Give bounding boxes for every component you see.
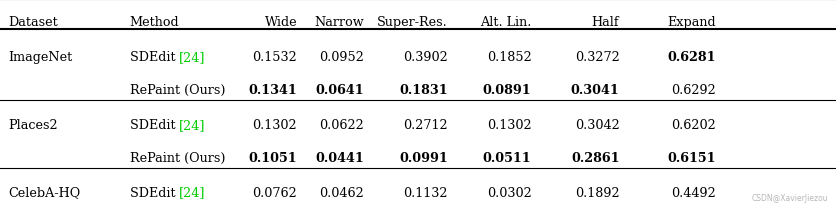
Text: [24]: [24] [179,118,206,131]
Text: Wide: Wide [264,16,297,29]
Text: 0.0762: 0.0762 [252,186,297,198]
Text: Dataset: Dataset [8,16,58,29]
Text: 0.0891: 0.0891 [482,84,531,96]
Text: 0.0462: 0.0462 [319,186,364,198]
Text: 0.6151: 0.6151 [666,151,715,164]
Text: SDEdit: SDEdit [130,186,179,198]
Text: 0.1302: 0.1302 [252,118,297,131]
Text: [24]: [24] [179,186,206,198]
Text: 0.1132: 0.1132 [403,186,447,198]
Text: Expand: Expand [666,16,715,29]
Text: 0.0511: 0.0511 [482,151,531,164]
Text: 0.0622: 0.0622 [319,118,364,131]
Text: SDEdit: SDEdit [130,118,179,131]
Text: RePaint (Ours): RePaint (Ours) [130,151,225,164]
Text: 0.0302: 0.0302 [487,186,531,198]
Text: 0.3272: 0.3272 [574,51,619,64]
Text: 0.6292: 0.6292 [670,84,715,96]
Text: 0.1051: 0.1051 [248,151,297,164]
Text: 0.3042: 0.3042 [574,118,619,131]
Text: Places2: Places2 [8,118,58,131]
Text: 0.1831: 0.1831 [399,84,447,96]
Text: 0.1341: 0.1341 [248,84,297,96]
Text: 0.6281: 0.6281 [666,51,715,64]
Text: 0.1532: 0.1532 [252,51,297,64]
Text: 0.4492: 0.4492 [670,186,715,198]
Text: CelebA-HQ: CelebA-HQ [8,186,80,198]
Text: 0.3902: 0.3902 [403,51,447,64]
Text: 0.6202: 0.6202 [670,118,715,131]
Text: [24]: [24] [179,51,206,64]
Text: 0.3041: 0.3041 [570,84,619,96]
Text: SDEdit: SDEdit [130,51,179,64]
Text: 0.2861: 0.2861 [570,151,619,164]
Text: CSDN@XavierJiezou: CSDN@XavierJiezou [751,193,828,202]
Text: 0.1302: 0.1302 [487,118,531,131]
Text: 0.0441: 0.0441 [315,151,364,164]
Text: Method: Method [130,16,179,29]
Text: 0.0641: 0.0641 [315,84,364,96]
Text: 0.0952: 0.0952 [319,51,364,64]
Text: Narrow: Narrow [314,16,364,29]
Text: 0.1892: 0.1892 [574,186,619,198]
Text: 0.1852: 0.1852 [487,51,531,64]
Text: 0.2712: 0.2712 [403,118,447,131]
Text: 0.0991: 0.0991 [399,151,447,164]
Text: Super-Res.: Super-Res. [376,16,447,29]
Text: Half: Half [591,16,619,29]
Text: ImageNet: ImageNet [8,51,73,64]
Text: Alt. Lin.: Alt. Lin. [480,16,531,29]
Text: RePaint (Ours): RePaint (Ours) [130,84,225,96]
